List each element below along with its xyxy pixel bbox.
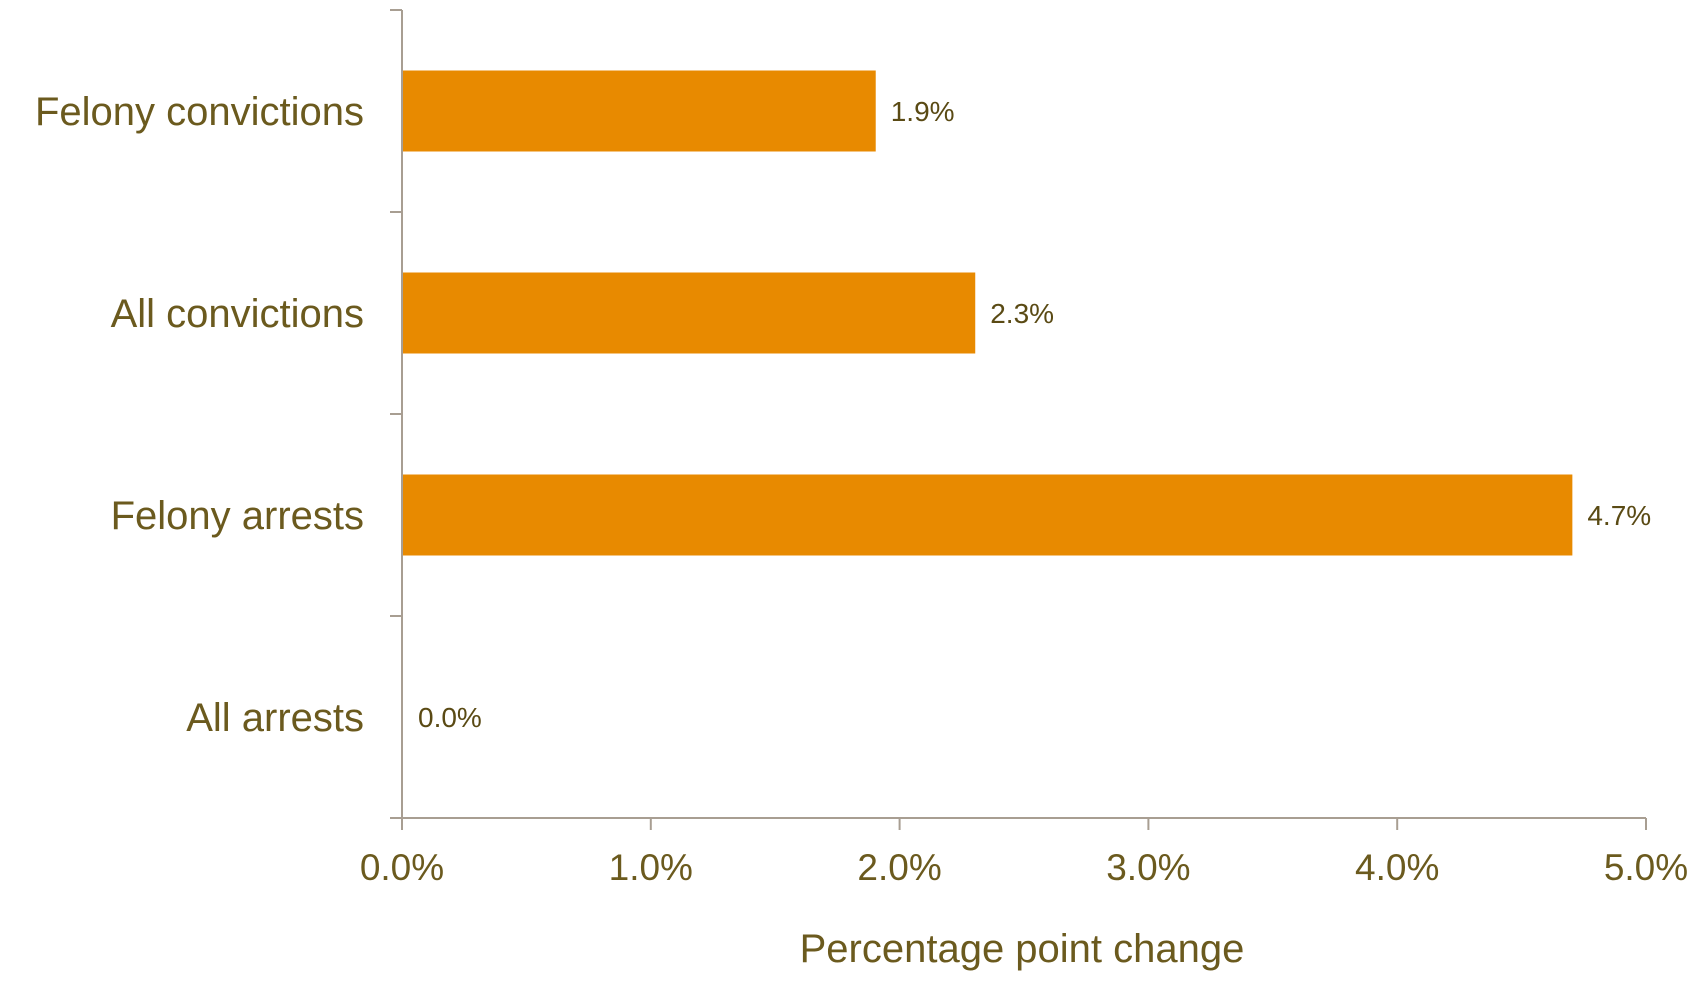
x-tick-label: 3.0% bbox=[1106, 847, 1190, 888]
x-tick-label: 1.0% bbox=[609, 847, 693, 888]
x-axis-title: Percentage point change bbox=[800, 927, 1245, 971]
data-label: 2.3% bbox=[990, 298, 1054, 329]
bars bbox=[403, 70, 1573, 556]
data-label: 0.0% bbox=[418, 702, 482, 733]
x-tick-label: 4.0% bbox=[1355, 847, 1439, 888]
axes bbox=[390, 9, 1647, 830]
category-label: Felony arrests bbox=[111, 494, 364, 538]
data-label: 1.9% bbox=[891, 96, 955, 127]
bar bbox=[403, 70, 876, 152]
x-tick-label: 5.0% bbox=[1604, 847, 1688, 888]
tick-labels: 0.0% 1.0% 2.0% 3.0% 4.0% 5.0% bbox=[360, 847, 1688, 888]
bar bbox=[403, 474, 1573, 556]
category-label: All arrests bbox=[186, 696, 364, 740]
category-label: All convictions bbox=[111, 292, 364, 336]
category-label: Felony convictions bbox=[35, 90, 364, 134]
x-tick-label: 2.0% bbox=[857, 847, 941, 888]
bar bbox=[403, 272, 976, 354]
data-labels: 1.9% 2.3% 4.7% 0.0% bbox=[418, 96, 1651, 733]
x-tick-label: 0.0% bbox=[360, 847, 444, 888]
category-labels: Felony convictions All convictions Felony … bbox=[35, 90, 364, 740]
data-label: 4.7% bbox=[1587, 500, 1651, 531]
